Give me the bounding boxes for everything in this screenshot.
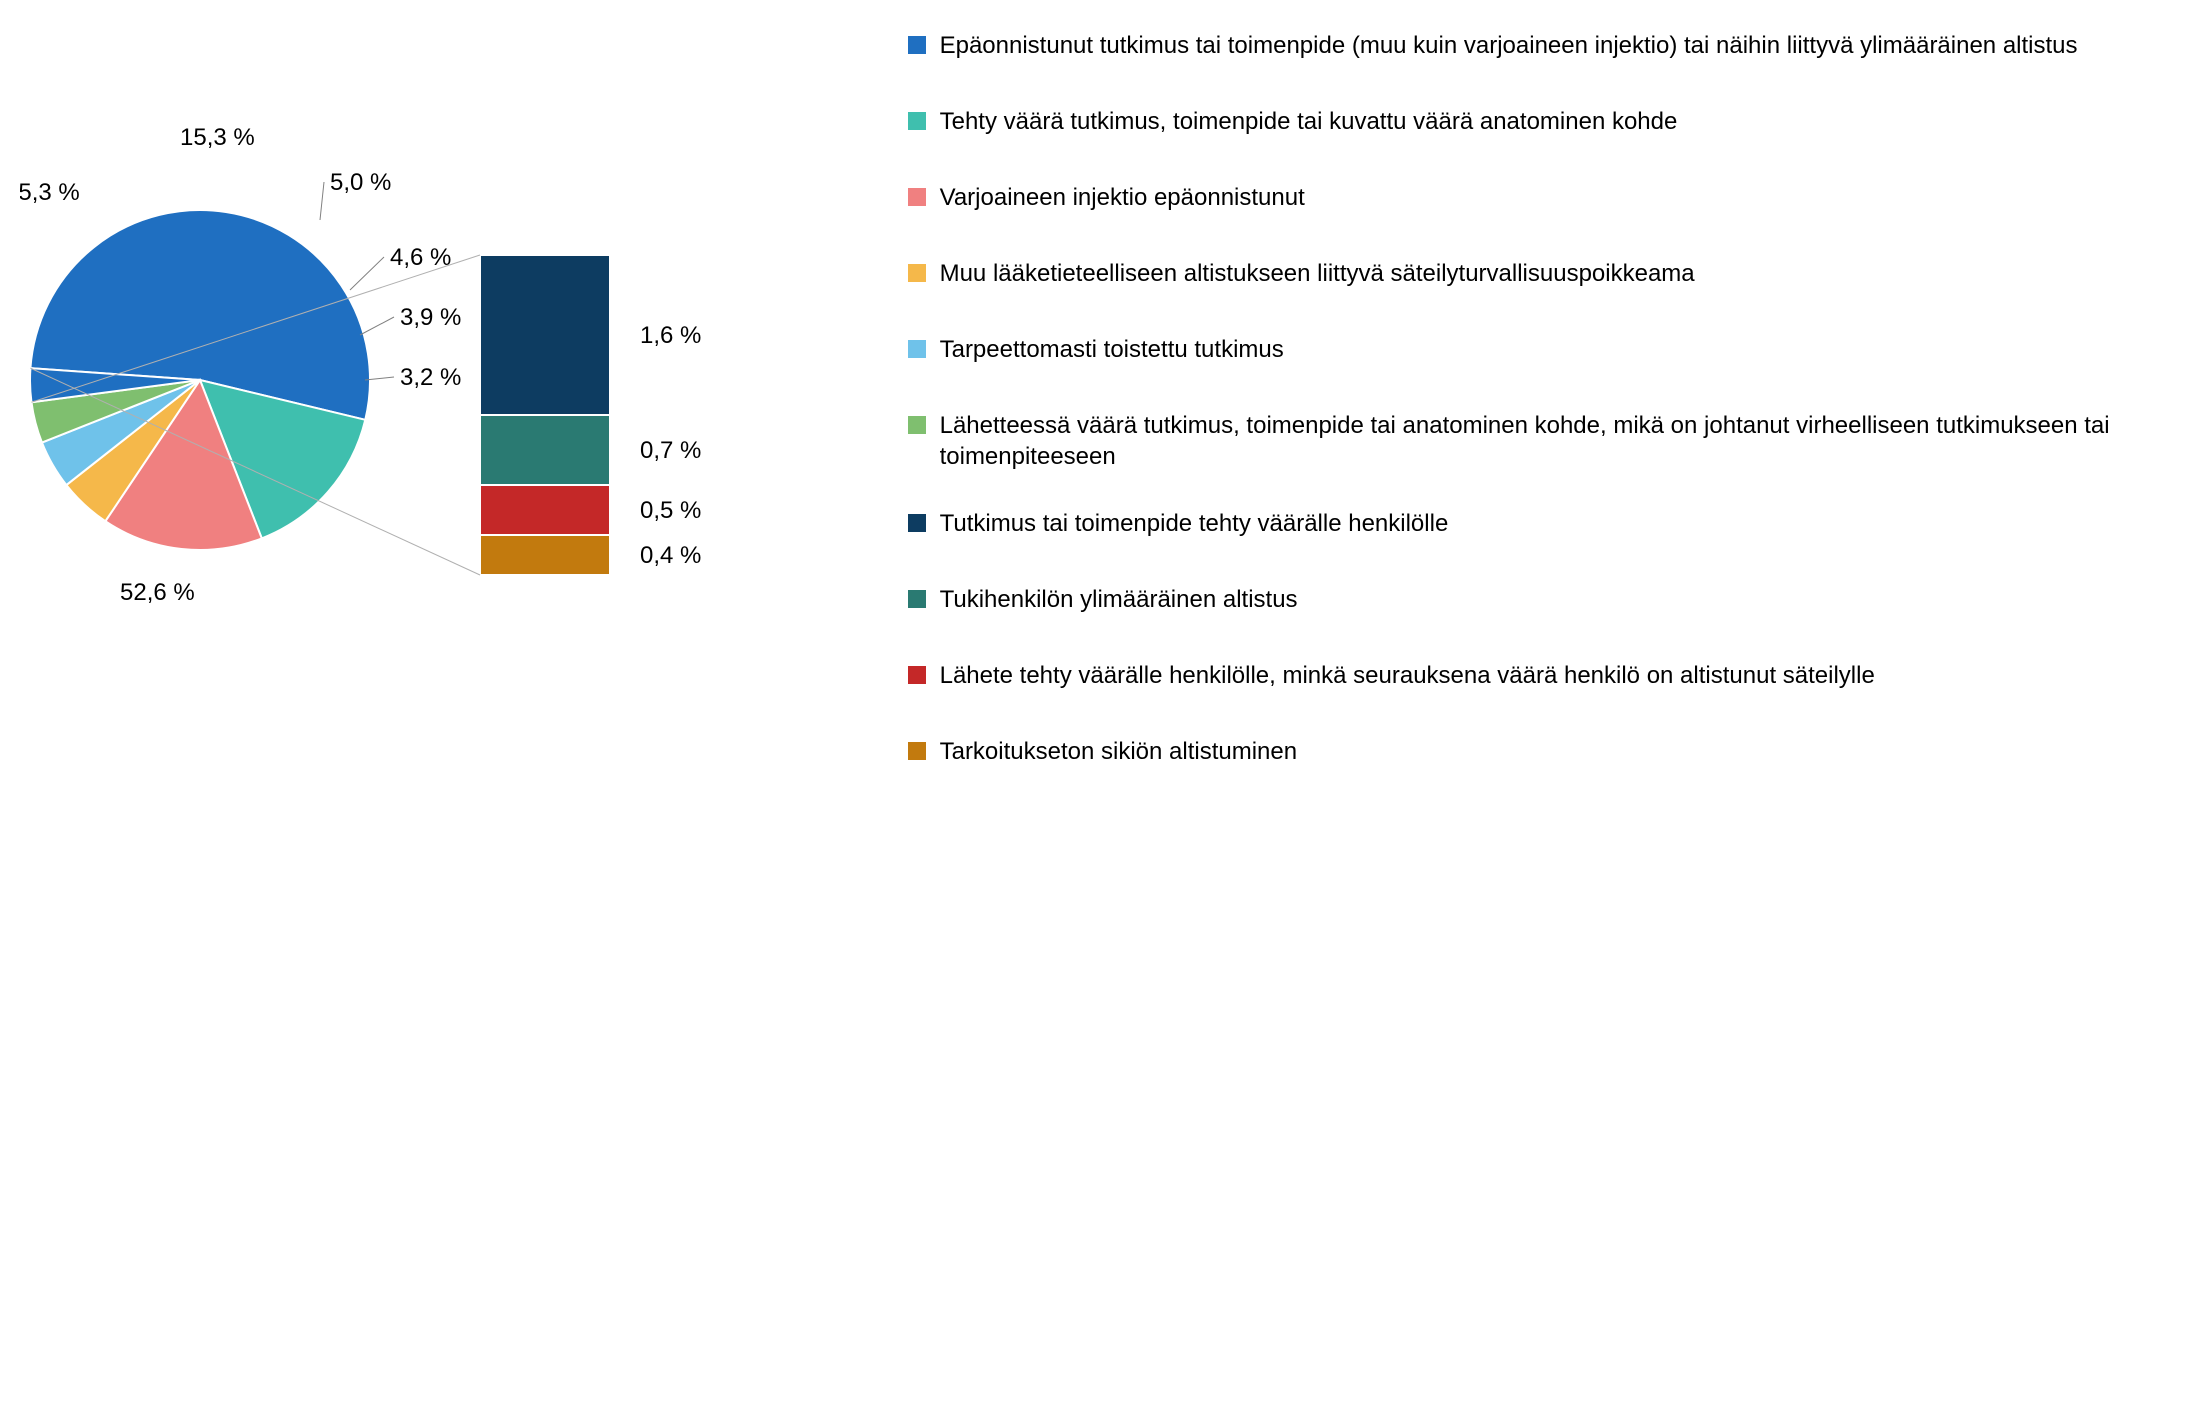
legend-swatch (908, 742, 926, 760)
legend-label: Lähetteessä väärä tutkimus, toimenpide t… (940, 410, 2189, 472)
legend-item-s6: Lähetteessä väärä tutkimus, toimenpide t… (908, 410, 2189, 472)
bar-segment-b4 (480, 535, 610, 575)
bar-segment-b2 (480, 415, 610, 485)
pie-leader-s5 (350, 257, 384, 290)
legend-label: Tarkoitukseton sikiön altistuminen (940, 736, 1298, 767)
chart-graphic-panel: 1,6 % 0,7 % 0,5 % 0,4 % 52,6 % 15,3 % 15,3 % 5,… (20, 20, 888, 720)
legend-item-s5: Tarpeettomasti toistettu tutkimus (908, 334, 2189, 374)
legend-swatch (908, 340, 926, 358)
legend-item-s4: Muu lääketieteelliseen altistukseen liit… (908, 258, 2189, 298)
legend-item-s3: Varjoaineen injektio epäonnistunut (908, 182, 2189, 222)
legend-label: Tutkimus tai toimenpide tehty väärälle h… (940, 508, 1449, 539)
bar-label-b4: 0,4 % (640, 542, 701, 569)
pie-label-s4: 5,0 % (330, 169, 391, 196)
pie-label-s1: 52,6 % (120, 579, 195, 606)
pie-label-s6: 3,9 % (400, 304, 461, 331)
legend-label: Varjoaineen injektio epäonnistunut (940, 182, 1305, 213)
legend-swatch (908, 36, 926, 54)
legend-label: Muu lääketieteelliseen altistukseen liit… (940, 258, 1695, 289)
legend-label: Tehty väärä tutkimus, toimenpide tai kuv… (940, 106, 1678, 137)
legend-swatch (908, 264, 926, 282)
pie-bar-svg: 1,6 % 0,7 % 0,5 % 0,4 % 52,6 % 15,3 % 15,3 % 5,… (20, 20, 740, 720)
legend-label: Tukihenkilön ylimääräinen altistus (940, 584, 1298, 615)
bar-label-b1: 1,6 % (640, 322, 701, 349)
legend-item-b1: Tutkimus tai toimenpide tehty väärälle h… (908, 508, 2189, 548)
legend-item-s1: Epäonnistunut tutkimus tai toimenpide (m… (908, 30, 2189, 70)
bar-segment-b3 (480, 485, 610, 535)
legend-swatch (908, 112, 926, 130)
legend-swatch (908, 188, 926, 206)
legend-panel: Epäonnistunut tutkimus tai toimenpide (m… (888, 20, 2189, 812)
legend-swatch (908, 416, 926, 434)
legend-label: Epäonnistunut tutkimus tai toimenpide (m… (940, 30, 2078, 61)
legend-item-s2: Tehty väärä tutkimus, toimenpide tai kuv… (908, 106, 2189, 146)
legend-label: Lähete tehty väärälle henkilölle, minkä … (940, 660, 1875, 691)
pie-leader-s4 (320, 182, 324, 220)
chart-container: 1,6 % 0,7 % 0,5 % 0,4 % 52,6 % 15,3 % 15,3 % 5,… (20, 20, 2189, 812)
bar-label-b2: 0,7 % (640, 437, 701, 464)
legend-swatch (908, 514, 926, 532)
bar-segment-b1 (480, 255, 610, 415)
pie-label-s5: 4,6 % (390, 244, 451, 271)
pie-label-s3: 15,3 % (180, 124, 255, 151)
legend-item-b2: Tukihenkilön ylimääräinen altistus (908, 584, 2189, 624)
pie-label-s7: 3,2 % (400, 364, 461, 391)
pie-leader-s6 (360, 317, 394, 335)
legend-label: Tarpeettomasti toistettu tutkimus (940, 334, 1284, 365)
legend-swatch (908, 590, 926, 608)
legend-item-b4: Tarkoitukseton sikiön altistuminen (908, 736, 2189, 776)
bar-label-b3: 0,5 % (640, 497, 701, 524)
legend-swatch (908, 666, 926, 684)
pie-label-s2: 15,3 % (20, 179, 80, 206)
legend-item-b3: Lähete tehty väärälle henkilölle, minkä … (908, 660, 2189, 700)
